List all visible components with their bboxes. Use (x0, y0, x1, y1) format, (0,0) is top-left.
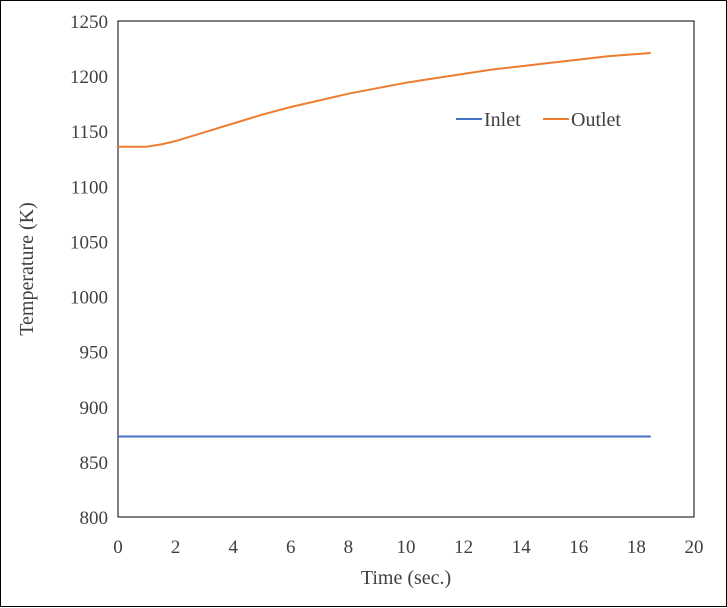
x-tick-label: 16 (569, 537, 588, 558)
x-tick-label: 10 (397, 537, 416, 558)
y-tick-label: 1100 (71, 177, 108, 198)
plot-area (117, 20, 695, 518)
x-tick-labels: 0 2 4 6 8 10 12 14 16 18 20 (113, 537, 703, 558)
y-tick-labels: 800 850 900 950 1000 1050 1100 1150 1200 1250 (70, 12, 108, 529)
x-tick-label: 14 (512, 537, 532, 558)
x-tick-label: 20 (685, 537, 704, 558)
y-tick-label: 800 (80, 508, 109, 529)
x-tick-label: 18 (627, 537, 646, 558)
y-axis-title: Temperature (K) (16, 202, 38, 336)
legend: Inlet Outlet (456, 109, 621, 131)
y-tick-label: 900 (80, 398, 109, 419)
series-layer (118, 52, 651, 438)
legend-label-inlet: Inlet (484, 109, 521, 131)
y-tick-label: 850 (80, 453, 109, 474)
y-tick-label: 1150 (71, 122, 108, 143)
x-axis-title: Time (sec.) (361, 567, 451, 589)
x-tick-label: 0 (113, 537, 123, 558)
x-tick-label: 8 (344, 537, 354, 558)
legend-label-outlet: Outlet (571, 109, 621, 131)
y-tick-label: 1250 (70, 12, 108, 33)
y-tick-label: 1200 (70, 67, 108, 88)
y-tick-label: 1050 (70, 232, 108, 253)
y-tick-label: 1000 (70, 288, 108, 309)
x-tick-label: 2 (171, 537, 181, 558)
series-line-outlet (118, 52, 651, 148)
y-tick-label: 950 (80, 343, 109, 364)
x-tick-label: 12 (454, 537, 473, 558)
x-tick-label: 4 (228, 537, 238, 558)
x-tick-label: 6 (286, 537, 296, 558)
